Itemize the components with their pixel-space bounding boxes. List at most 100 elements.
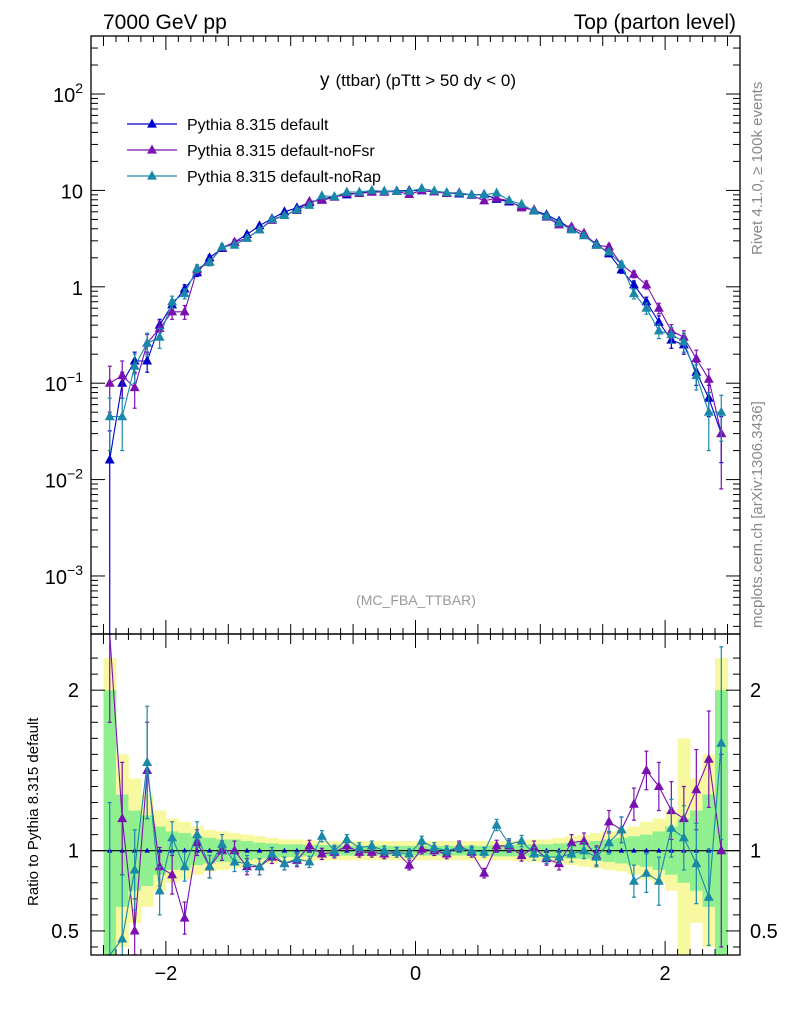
main-series-default <box>104 184 727 635</box>
main-point-norap <box>179 288 190 298</box>
main-point-norap <box>167 296 178 306</box>
ratio-point-norap <box>416 835 427 845</box>
main-point-norap <box>341 186 352 196</box>
legend-label: Pythia 8.315 default-noFsr <box>187 143 375 160</box>
ratio-point-norap <box>291 853 302 863</box>
ratio-point-norap <box>204 861 215 871</box>
main-point-nofsr <box>167 306 178 316</box>
main-point-default <box>142 355 153 365</box>
title-rest: (ttbar) (pTtt > 50 dy < 0) <box>336 71 516 90</box>
main-point-norap <box>466 189 477 199</box>
ratio-ylabel: Ratio to Pythia 8.315 default <box>25 717 42 906</box>
main-point-nofsr <box>491 192 502 202</box>
axes-layer: 10−3 10−2 10−1 1 10 102 −2 0 2 0.5 0.5 1 1 2 2 <box>45 35 778 985</box>
main-ytick-label: 1 <box>72 278 83 300</box>
main-point-norap <box>441 187 452 197</box>
ratio-point-nofsr <box>653 780 664 791</box>
main-point-norap <box>591 239 602 249</box>
main-point-nofsr <box>691 353 702 363</box>
ratio-point-nofsr <box>703 753 714 763</box>
main-series-nofsr <box>104 184 727 490</box>
ratio-xtick-label: 0 <box>410 963 421 985</box>
ratio-point-nofsr <box>604 816 614 826</box>
main-point-default <box>641 296 652 306</box>
ratio-point-norap <box>329 845 340 855</box>
main-point-norap <box>541 210 552 220</box>
ratio-series-norap <box>107 646 727 956</box>
main-point-norap <box>666 329 677 339</box>
ratio-point-norap <box>716 737 727 747</box>
main-point-norap <box>154 331 165 341</box>
main-point-norap <box>304 199 315 209</box>
main-point-norap <box>129 360 140 370</box>
ratio-ytick-label: 0.5 <box>51 921 79 943</box>
main-point-norap <box>354 186 365 196</box>
main-point-norap <box>229 239 240 249</box>
main-point-norap <box>104 411 115 421</box>
main-point-norap <box>217 241 227 251</box>
main-ytick-label: 10−3 <box>45 562 83 589</box>
main-point-norap <box>416 182 427 192</box>
main-point-nofsr <box>628 268 639 278</box>
ratio-point-norap <box>316 830 327 840</box>
ratio-point-norap <box>254 861 265 871</box>
legend-marker <box>147 170 157 180</box>
legend-entry-nofsr: Pythia 8.315 default-noFsr <box>127 143 375 160</box>
ratio-point-nofsr <box>628 798 639 808</box>
legend-label: Pythia 8.315 default <box>187 117 329 134</box>
main-point-default <box>653 316 664 326</box>
ratio-point-norap <box>117 933 128 943</box>
ratio-point-norap <box>479 846 490 856</box>
main-point-norap <box>329 191 340 201</box>
ratio-point-norap <box>678 832 689 842</box>
ratio-point-norap <box>179 861 190 871</box>
legend-marker <box>147 144 157 154</box>
ratio-xtick-label: 2 <box>660 963 671 985</box>
main-point-norap <box>554 217 564 227</box>
main-point-norap <box>641 302 652 312</box>
legend-entry-norap: Pythia 8.315 default-noRap <box>127 169 381 186</box>
ratio-point-norap <box>604 837 614 847</box>
ratio-point-nofsr <box>491 840 502 850</box>
main-point-nofsr <box>117 370 128 380</box>
ratio-point-default <box>144 847 150 853</box>
main-point-norap <box>254 224 265 234</box>
header-right-title: Top (parton level) <box>574 11 736 34</box>
main-point-norap <box>529 205 540 215</box>
main-point-norap <box>142 337 153 347</box>
main-point-default <box>628 279 639 289</box>
ratio-point-nofsr <box>579 835 589 845</box>
ratio-point-norap <box>454 841 465 852</box>
ratio-point-default <box>181 847 188 853</box>
main-point-norap <box>703 406 714 416</box>
ratio-point-nofsr <box>229 845 240 855</box>
ratio-point-norap <box>142 756 153 766</box>
ratio-frame <box>90 633 741 956</box>
main-point-norap <box>653 325 664 335</box>
ratio-point-nofsr <box>516 849 527 860</box>
ratio-point-norap <box>504 838 515 848</box>
ratio-point-nofsr <box>529 841 540 852</box>
legend-entry-default: Pythia 8.315 default <box>127 117 329 134</box>
ratio-point-default <box>256 847 263 853</box>
main-point-norap <box>242 232 252 242</box>
ratio-point-norap <box>229 856 240 866</box>
ratio-point-nofsr <box>316 848 327 858</box>
ratio-point-default <box>643 847 650 853</box>
main-point-norap <box>404 185 415 195</box>
legend: Pythia 8.315 default Pythia 8.315 default… <box>127 117 381 186</box>
main-point-norap <box>366 184 377 194</box>
main-point-norap <box>391 185 402 195</box>
ratio-point-nofsr <box>479 867 490 877</box>
ratio-point-norap <box>267 848 277 858</box>
ratio-point-nofsr <box>691 784 702 794</box>
ratio-point-norap <box>404 848 415 858</box>
main-point-norap <box>566 224 577 234</box>
main-line-nofsr <box>109 189 722 434</box>
ratio-point-norap <box>628 875 639 885</box>
ratio-point-norap <box>666 822 677 832</box>
main-point-norap <box>316 190 327 200</box>
main-point-norap <box>429 185 440 195</box>
main-point-norap <box>379 185 390 195</box>
ratio-point-norap <box>429 841 440 852</box>
